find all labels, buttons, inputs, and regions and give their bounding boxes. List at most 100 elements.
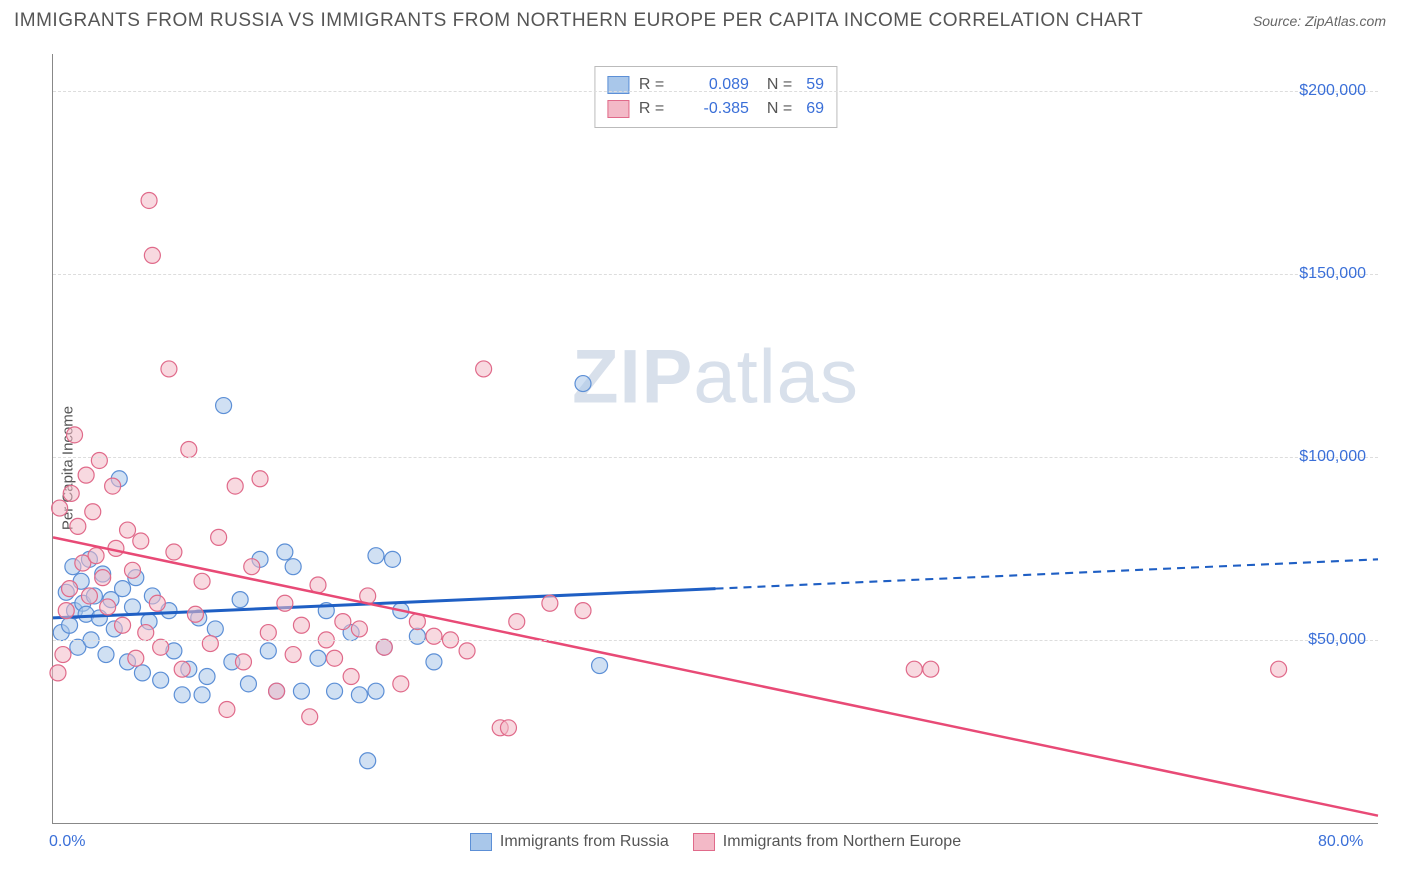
scatter-point-russia [115,581,131,597]
scatter-point-russia [310,650,326,666]
scatter-point-neurope [310,577,326,593]
scatter-point-neurope [227,478,243,494]
scatter-point-russia [98,647,114,663]
gridline [53,457,1378,458]
x-tick-label: 0.0% [49,833,85,851]
scatter-point-neurope [269,683,285,699]
scatter-point-neurope [78,467,94,483]
scatter-point-neurope [181,441,197,457]
legend-item-russia: Immigrants from Russia [470,833,669,851]
scatter-point-neurope [509,614,525,630]
scatter-point-neurope [161,361,177,377]
scatter-point-neurope [285,647,301,663]
n-label: N = [767,73,792,97]
scatter-point-neurope [138,625,154,641]
scatter-point-neurope [393,676,409,692]
scatter-point-russia [260,643,276,659]
scatter-point-neurope [141,192,157,208]
legend-stats: R = 0.089 N = 59 R = -0.385 N = 69 [594,66,837,128]
scatter-point-russia [592,658,608,674]
legend-swatch-neurope [607,100,629,118]
scatter-point-neurope [302,709,318,725]
n-value-russia: 59 [806,73,824,97]
scatter-point-russia [360,753,376,769]
scatter-point-neurope [252,471,268,487]
legend-swatch-neurope [693,833,715,851]
trendline-ext-russia [716,559,1379,588]
scatter-point-neurope [120,522,136,538]
scatter-point-neurope [95,570,111,586]
scatter-point-russia [125,599,141,615]
legend-stats-row: R = 0.089 N = 59 [607,73,824,97]
scatter-point-russia [194,687,210,703]
source-name: ZipAtlas.com [1305,13,1386,29]
gridline [53,91,1378,92]
scatter-point-russia [351,687,367,703]
scatter-point-neurope [85,504,101,520]
n-label: N = [767,97,792,121]
scatter-point-neurope [194,573,210,589]
scatter-point-neurope [166,544,182,560]
x-tick-label: 80.0% [1318,833,1363,851]
scatter-point-russia [575,376,591,392]
y-tick-label: $200,000 [1299,82,1366,100]
scatter-point-russia [368,683,384,699]
scatter-point-neurope [50,665,66,681]
scatter-point-neurope [542,595,558,611]
scatter-point-neurope [128,650,144,666]
scatter-point-neurope [351,621,367,637]
scatter-point-neurope [115,617,131,633]
scatter-point-neurope [133,533,149,549]
y-tick-label: $150,000 [1299,265,1366,283]
chart-title: IMMIGRANTS FROM RUSSIA VS IMMIGRANTS FRO… [14,10,1143,32]
source-prefix: Source: [1253,13,1305,29]
scatter-point-neurope [187,606,203,622]
legend-item-neurope: Immigrants from Northern Europe [693,833,961,851]
scatter-point-neurope [70,518,86,534]
scatter-point-russia [232,592,248,608]
scatter-point-neurope [260,625,276,641]
scatter-point-neurope [55,647,71,663]
scatter-point-neurope [67,427,83,443]
y-tick-label: $100,000 [1299,448,1366,466]
scatter-point-neurope [906,661,922,677]
gridline [53,274,1378,275]
scatter-point-russia [153,672,169,688]
scatter-point-neurope [153,639,169,655]
scatter-point-neurope [105,478,121,494]
scatter-point-neurope [426,628,442,644]
chart-container: Per Capita Income ZIPatlas R = 0.089 N =… [14,44,1392,892]
scatter-point-russia [426,654,442,670]
scatter-point-neurope [52,500,68,516]
scatter-point-russia [174,687,190,703]
n-value-neurope: 69 [806,97,824,121]
scatter-point-russia [62,617,78,633]
r-value-russia: 0.089 [683,73,749,97]
scatter-point-neurope [211,529,227,545]
scatter-point-russia [216,398,232,414]
scatter-point-neurope [149,595,165,611]
scatter-point-neurope [476,361,492,377]
scatter-point-neurope [63,485,79,501]
r-label: R = [639,97,673,121]
scatter-point-neurope [923,661,939,677]
scatter-point-neurope [58,603,74,619]
scatter-point-russia [285,559,301,575]
scatter-point-russia [134,665,150,681]
scatter-point-neurope [219,701,235,717]
r-label: R = [639,73,673,97]
scatter-point-neurope [1271,661,1287,677]
r-value-neurope: -0.385 [683,97,749,121]
scatter-point-neurope [343,669,359,685]
scatter-point-neurope [91,452,107,468]
legend-label-russia: Immigrants from Russia [500,833,669,851]
scatter-point-neurope [244,559,260,575]
plot-area: ZIPatlas R = 0.089 N = 59 R = -0.385 N =… [52,54,1378,824]
gridline [53,640,1378,641]
scatter-point-russia [207,621,223,637]
legend-label-neurope: Immigrants from Northern Europe [723,833,961,851]
scatter-point-neurope [174,661,190,677]
scatter-point-neurope [81,588,97,604]
scatter-point-neurope [202,636,218,652]
scatter-point-russia [293,683,309,699]
